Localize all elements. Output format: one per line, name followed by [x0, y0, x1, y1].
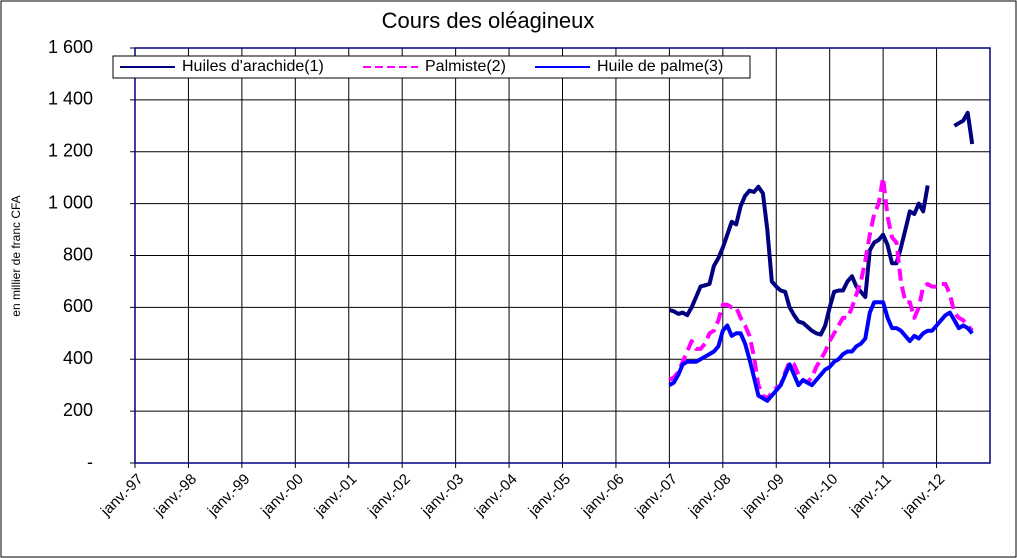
- y-axis-label: en millier de franc CFA: [9, 195, 23, 316]
- y-tick-label: 400: [63, 348, 93, 368]
- y-tick-label: 1 400: [48, 89, 93, 109]
- chart-title: Cours des oléagineux: [382, 8, 595, 33]
- legend-label: Huile de palme(3): [597, 58, 723, 75]
- y-tick-label: 1 600: [48, 37, 93, 57]
- y-tick-label: 600: [63, 296, 93, 316]
- legend-box: [112, 55, 751, 79]
- series-line: [668, 110, 975, 337]
- legend-label: Huiles d'arachide(1): [182, 58, 324, 75]
- plot-border: [134, 47, 991, 464]
- series-line: [668, 175, 974, 401]
- y-tick-label: 1 200: [48, 141, 93, 161]
- y-tick-label: 1 000: [48, 192, 93, 212]
- y-tick-label: 200: [63, 400, 93, 420]
- y-tick-label: 800: [63, 244, 93, 264]
- series-line: [668, 300, 974, 403]
- legend-label: Palmiste(2): [425, 58, 506, 75]
- y-tick-label: -: [87, 452, 93, 472]
